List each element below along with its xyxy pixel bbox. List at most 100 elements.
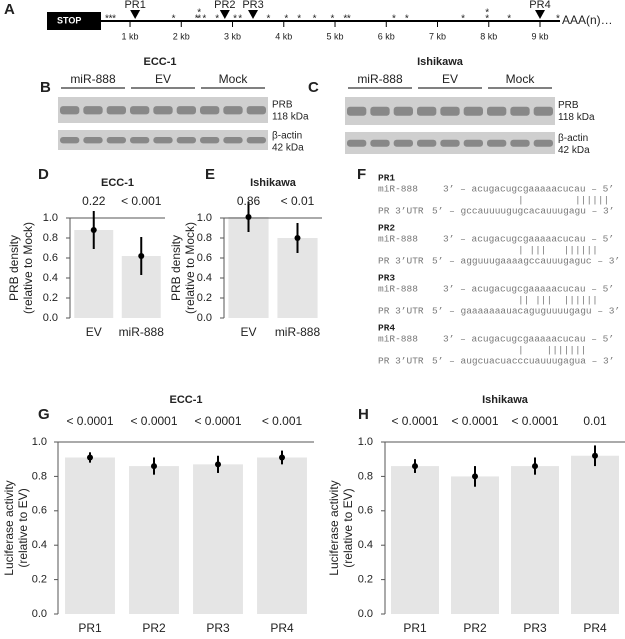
utr-name: PR 3’UTR: [378, 306, 424, 317]
blot-band: [176, 137, 196, 144]
site-star: *: [331, 14, 335, 25]
lane-group: EV: [442, 72, 458, 86]
y-tick-label: 0.2: [197, 292, 212, 304]
panel-letter: G: [38, 406, 50, 423]
blot-band: [393, 106, 413, 116]
lane-group: miR-888: [70, 72, 116, 86]
bar: [451, 476, 499, 614]
pr-marker: [130, 10, 141, 19]
mean-point: [592, 452, 598, 459]
panel-letter: C: [308, 79, 319, 96]
blot-band: [370, 106, 390, 116]
y-tick-label: 1.0: [358, 436, 373, 448]
y-tick-label: 0.2: [43, 292, 58, 304]
site-star: *: [197, 14, 201, 25]
blot-band: [347, 106, 367, 116]
blot-band: [83, 106, 103, 115]
site-star: *: [233, 14, 237, 25]
x-tick-label: PR2: [142, 621, 166, 635]
blot-band: [130, 106, 150, 115]
mean-point: [87, 454, 93, 461]
pr-marker: [219, 10, 230, 19]
y-tick-label: 0.4: [32, 539, 47, 551]
p-value: < 0.0001: [391, 414, 438, 428]
stop-box: [47, 12, 101, 30]
blot-band: [417, 106, 437, 116]
kb-label: 1 kb: [122, 31, 139, 41]
mean-point: [279, 454, 285, 461]
pairing: || ||| ||||||: [518, 295, 598, 306]
y-axis-label: (relative to Mock): [183, 222, 197, 314]
blot-band: [153, 137, 173, 144]
site-star: *: [485, 14, 489, 25]
y-tick-label: 0.0: [43, 312, 58, 324]
chart-title: ECC-1: [169, 394, 202, 406]
y-axis-label: (relative to Mock): [21, 222, 35, 314]
site-star: *: [284, 14, 288, 25]
blot-title: Ishikawa: [417, 56, 464, 68]
mir-name: miR-888: [378, 334, 418, 345]
site-star: *: [172, 14, 176, 25]
site-star: *: [485, 8, 489, 19]
mir-name: miR-888: [378, 284, 418, 295]
y-tick-label: 0.0: [358, 608, 373, 620]
panel-letter: B: [40, 79, 51, 96]
mir-seq: 3’ – acugacugcgaaaaacucau – 5’: [443, 284, 614, 295]
utr-name: PR 3’UTR: [378, 206, 424, 217]
y-axis-label: PRB density: [169, 235, 183, 301]
band-size: 118 kDa: [558, 112, 595, 123]
y-tick-label: 0.6: [358, 505, 373, 517]
blot-band: [223, 106, 243, 115]
bar: [511, 466, 559, 614]
y-tick-label: 0.6: [197, 252, 212, 264]
p-value: 0.22: [82, 194, 106, 208]
pr-marker: [535, 10, 546, 19]
blot-band: [510, 139, 530, 147]
kb-label: 3 kb: [224, 31, 241, 41]
blot-band: [393, 139, 413, 147]
site-star: *: [112, 14, 116, 25]
x-tick-label: PR3: [523, 621, 547, 635]
p-value: < 0.01: [281, 194, 315, 208]
mean-point: [215, 461, 221, 468]
pr-label: PR3: [242, 0, 263, 11]
mir-seq: 3’ – acugacugcgaaaaacucau – 5’: [443, 234, 614, 245]
pairing: | ||||||: [518, 195, 609, 206]
p-value: < 0.0001: [66, 414, 113, 428]
kb-label: 4 kb: [275, 31, 292, 41]
chart-title: ECC-1: [101, 177, 134, 189]
y-axis-label: Luciferase activity: [2, 480, 16, 575]
y-tick-label: 0.4: [43, 272, 58, 284]
bar: [129, 466, 179, 614]
y-tick-label: 0.0: [32, 608, 47, 620]
chart-title: Ishikawa: [250, 177, 297, 189]
site-star: *: [215, 14, 219, 25]
kb-label: 7 kb: [429, 31, 446, 41]
band-name: PRB: [272, 99, 293, 110]
lane-group: miR-888: [357, 72, 403, 86]
utr-seq: 5’ – gaaaaaaauacaguguuuugagu – 3’: [432, 306, 620, 317]
blot-band: [533, 139, 553, 147]
x-tick-label: PR4: [583, 621, 607, 635]
site-star: *: [266, 14, 270, 25]
kb-label: 9 kb: [532, 31, 549, 41]
kb-label: 5 kb: [327, 31, 344, 41]
pairing: | |||||||: [518, 345, 586, 356]
y-tick-label: 0.0: [197, 312, 212, 324]
blot-band: [510, 106, 530, 116]
band-size: 42 kDa: [558, 145, 590, 156]
x-tick-label: PR3: [206, 621, 230, 635]
p-value: 0.86: [237, 194, 261, 208]
site-star: *: [347, 14, 351, 25]
site-star: *: [507, 14, 511, 25]
panel-letter: H: [358, 406, 369, 423]
bar: [228, 217, 269, 318]
x-tick-label: PR1: [403, 621, 427, 635]
blot-band: [417, 139, 437, 147]
bar: [193, 464, 243, 614]
p-value: 0.01: [583, 414, 607, 428]
y-tick-label: 1.0: [197, 212, 212, 224]
mir-name: miR-888: [378, 234, 418, 245]
pr-label: PR2: [214, 0, 235, 11]
y-axis-label: Luciferase activity: [327, 480, 341, 575]
